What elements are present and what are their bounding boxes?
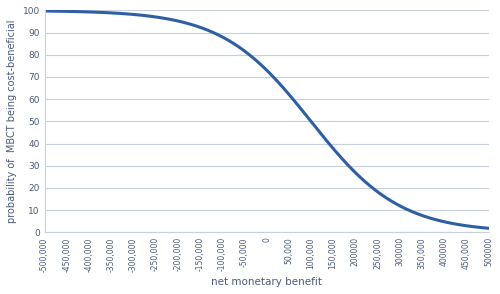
X-axis label: net monetary benefit: net monetary benefit <box>211 277 322 287</box>
Y-axis label: probability of  MBCT being cost-beneficial: probability of MBCT being cost-beneficia… <box>7 20 17 223</box>
